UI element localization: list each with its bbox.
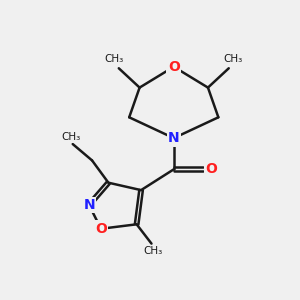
Text: N: N (168, 131, 180, 145)
Text: CH₃: CH₃ (61, 132, 81, 142)
Text: CH₃: CH₃ (105, 54, 124, 64)
Text: CH₃: CH₃ (143, 246, 163, 256)
Text: N: N (83, 198, 95, 212)
Text: O: O (168, 60, 180, 74)
Text: CH₃: CH₃ (224, 54, 243, 64)
Text: O: O (205, 162, 217, 176)
Text: O: O (95, 222, 107, 236)
